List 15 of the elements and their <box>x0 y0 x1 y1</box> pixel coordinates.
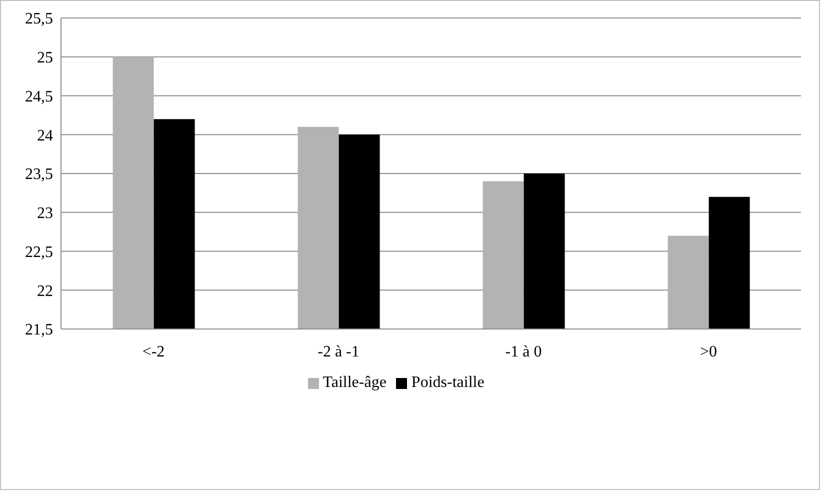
y-tick-label: 22,5 <box>25 244 53 261</box>
y-tick-label: 21,5 <box>25 322 53 339</box>
y-tick-label: 23 <box>37 205 53 222</box>
legend-label: Taille-âge <box>322 374 386 391</box>
x-tick-label: -1 à 0 <box>505 343 542 360</box>
y-tick-label: 25 <box>37 50 53 67</box>
y-tick-label: 24 <box>37 127 53 144</box>
x-tick-label: <-2 <box>142 343 165 360</box>
x-tick-label: >0 <box>700 343 718 360</box>
x-tick-label: -2 à -1 <box>318 343 360 360</box>
y-tick-label: 25,5 <box>25 10 53 28</box>
y-tick-label: 22 <box>37 282 53 300</box>
y-tick-label: 24,5 <box>25 88 53 106</box>
y-tick-label: 23,5 <box>25 166 53 184</box>
legend-label: Poids-taille <box>411 374 484 391</box>
